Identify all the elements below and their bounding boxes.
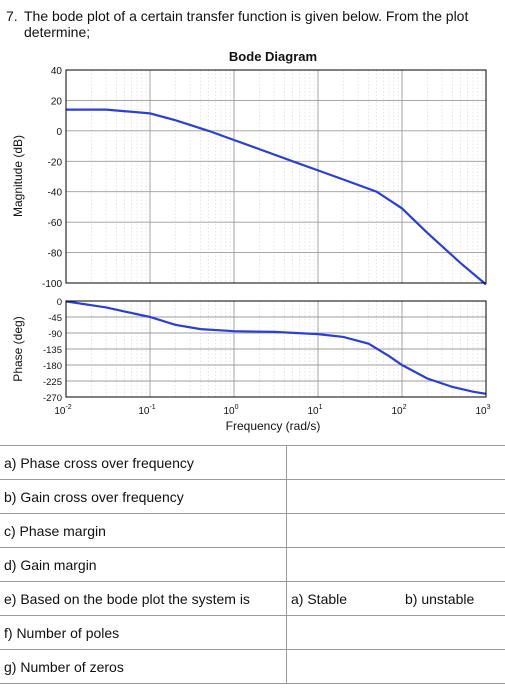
magnitude-curve [66,108,487,286]
question-text: The bode plot of a certain transfer func… [24,8,469,40]
answer-cell[interactable] [401,615,505,650]
answer-cell[interactable] [401,479,505,514]
x-tick-label: 102 [391,404,406,417]
x-tick-label: 10-1 [138,404,155,417]
phase-frame [65,300,487,398]
question-label: e) Based on the bode plot the system is [0,581,287,616]
chart-xlabel: Frequency (rad/s) [226,419,321,433]
bode-diagram: Bode Diagram 40 20 0 -20 -40 -60 -80 -100 Magni… [11,49,491,433]
answer-row: g) Number of zeros [0,649,505,684]
magnitude-panel: 40 20 0 -20 -40 -60 -80 -100 Magnitude (dB) [11,66,487,290]
y-tick-label: -135 [43,345,62,356]
answer-cell[interactable] [286,547,401,582]
question-number: 7. [6,8,18,24]
x-tick-label: 103 [475,404,490,417]
y-tick-label: -80 [48,249,63,260]
answer-table: a) Phase cross over frequency b) Gain cro… [0,445,505,684]
answer-cell[interactable] [401,513,505,548]
magnitude-ylabel: Magnitude (dB) [11,135,25,217]
y-tick-label: -225 [43,377,62,388]
answer-cell[interactable]: a) Stable [286,581,401,616]
phase-ylabel: Phase (deg) [11,316,25,381]
answer-row: b) Gain cross over frequency [0,479,505,514]
question-label: c) Phase margin [0,513,287,548]
y-tick-label: -270 [43,393,62,404]
magnitude-y-ticks: 40 20 0 -20 -40 -60 -80 -100 [42,66,62,290]
magnitude-plot-area [66,70,486,283]
answer-cell[interactable] [286,513,401,548]
answer-cell[interactable] [401,547,505,582]
phase-y-ticks: 0 -45 -90 -135 -180 -225 -270 [43,297,62,404]
chart-title: Bode Diagram [229,49,317,64]
answer-cell[interactable] [401,445,505,480]
x-tick-label: 101 [307,404,322,417]
answer-row: d) Gain margin [0,547,505,582]
y-tick-label: 40 [51,66,63,77]
y-tick-label: 0 [56,127,62,138]
y-tick-label: -100 [42,279,62,290]
y-tick-label: -40 [48,188,63,199]
answer-row: f) Number of poles [0,615,505,650]
phase-curve [65,300,487,395]
y-tick-label: -90 [48,329,62,340]
question-label: a) Phase cross over frequency [0,445,287,480]
answer-cell[interactable]: b) unstable [401,581,505,616]
y-tick-label: -45 [48,313,62,324]
answer-cell[interactable] [286,649,401,684]
answer-row: e) Based on the bode plot the system is a… [0,581,505,616]
y-tick-label: -180 [43,361,62,372]
question-label: d) Gain margin [0,547,287,582]
answer-cell[interactable] [401,649,505,684]
y-tick-label: -20 [48,157,63,168]
question-label: f) Number of poles [0,615,287,650]
answer-cell[interactable] [286,615,401,650]
x-tick-label: 100 [223,404,238,417]
answer-cell[interactable] [286,445,401,480]
magnitude-grid [65,69,487,284]
question-label: g) Number of zeros [0,649,287,684]
y-tick-label: 0 [57,297,62,308]
magnitude-frame [65,69,487,284]
answer-row: c) Phase margin [0,513,505,548]
question-label: b) Gain cross over frequency [0,479,287,514]
y-tick-label: -60 [48,218,63,229]
x-tick-label: 10-2 [54,404,71,417]
frequency-x-ticks: 10-2 10-1 100 101 102 103 [54,404,490,417]
answer-row: a) Phase cross over frequency [0,445,505,480]
answer-cell[interactable] [286,479,401,514]
y-tick-label: 20 [51,96,63,107]
phase-panel: 0 -45 -90 -135 -180 -225 -270 Phase (deg) [11,297,487,404]
